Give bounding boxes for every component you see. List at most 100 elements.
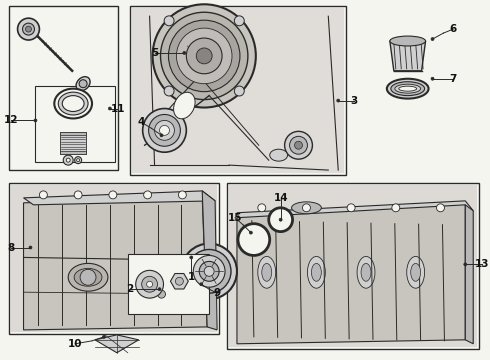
Circle shape <box>431 77 434 80</box>
Ellipse shape <box>395 84 420 93</box>
Circle shape <box>302 204 311 212</box>
Bar <box>128 255 209 314</box>
Circle shape <box>143 108 186 152</box>
Circle shape <box>29 246 32 249</box>
Circle shape <box>186 38 222 74</box>
Circle shape <box>337 99 340 102</box>
Ellipse shape <box>54 89 92 118</box>
Ellipse shape <box>387 79 429 99</box>
Ellipse shape <box>258 256 276 288</box>
Ellipse shape <box>395 83 420 92</box>
Circle shape <box>269 208 293 231</box>
Polygon shape <box>24 191 215 205</box>
Circle shape <box>294 141 302 149</box>
Polygon shape <box>155 286 169 302</box>
Circle shape <box>18 18 39 40</box>
Circle shape <box>102 336 105 338</box>
Circle shape <box>108 107 111 110</box>
Bar <box>60 151 86 154</box>
Circle shape <box>204 266 214 276</box>
Bar <box>227 183 479 349</box>
Ellipse shape <box>390 36 426 46</box>
Circle shape <box>154 121 174 140</box>
Ellipse shape <box>391 82 425 96</box>
Bar <box>130 6 346 175</box>
Circle shape <box>431 37 434 41</box>
Circle shape <box>238 224 270 256</box>
Ellipse shape <box>74 268 102 286</box>
Text: 8: 8 <box>7 243 14 252</box>
Circle shape <box>39 191 48 199</box>
Circle shape <box>437 204 444 212</box>
Circle shape <box>200 283 203 286</box>
Circle shape <box>158 290 166 298</box>
Circle shape <box>74 191 82 199</box>
Circle shape <box>164 86 174 96</box>
Ellipse shape <box>76 77 90 91</box>
Circle shape <box>191 50 197 56</box>
Bar <box>60 132 86 135</box>
Polygon shape <box>171 274 188 289</box>
Circle shape <box>190 256 193 259</box>
Circle shape <box>175 277 183 285</box>
Ellipse shape <box>173 92 195 119</box>
Text: 12: 12 <box>3 116 18 125</box>
Text: 14: 14 <box>273 193 288 203</box>
Bar <box>125 255 209 314</box>
Text: 7: 7 <box>450 74 457 84</box>
Circle shape <box>63 155 73 165</box>
Bar <box>60 132 86 154</box>
Ellipse shape <box>312 264 321 281</box>
Circle shape <box>76 159 79 162</box>
Text: 1: 1 <box>188 272 195 282</box>
Circle shape <box>285 131 313 159</box>
Circle shape <box>187 46 201 60</box>
Circle shape <box>249 231 252 234</box>
Text: 11: 11 <box>111 104 125 113</box>
Circle shape <box>23 23 34 35</box>
Polygon shape <box>95 335 139 353</box>
Text: 3: 3 <box>350 96 358 105</box>
Circle shape <box>193 256 225 287</box>
Bar <box>11 185 217 332</box>
Polygon shape <box>24 198 207 330</box>
Bar <box>229 185 477 347</box>
Circle shape <box>136 270 164 298</box>
Circle shape <box>196 48 212 64</box>
Text: 13: 13 <box>475 260 490 269</box>
Ellipse shape <box>357 256 375 288</box>
Circle shape <box>347 204 355 212</box>
Circle shape <box>183 42 205 64</box>
Text: 15: 15 <box>228 213 242 223</box>
Circle shape <box>160 134 163 137</box>
Ellipse shape <box>391 81 425 95</box>
Circle shape <box>183 51 186 54</box>
Polygon shape <box>237 205 466 344</box>
Circle shape <box>25 26 31 32</box>
Circle shape <box>164 16 174 26</box>
Circle shape <box>144 191 151 199</box>
Circle shape <box>392 204 400 212</box>
Bar <box>132 8 344 173</box>
Circle shape <box>464 263 467 266</box>
Circle shape <box>234 86 245 96</box>
Circle shape <box>234 16 245 26</box>
Ellipse shape <box>361 264 371 281</box>
Ellipse shape <box>262 264 272 281</box>
Circle shape <box>66 158 70 162</box>
Circle shape <box>176 28 232 84</box>
Circle shape <box>160 125 170 135</box>
Ellipse shape <box>399 86 416 91</box>
Circle shape <box>158 288 161 291</box>
Circle shape <box>199 261 219 281</box>
Circle shape <box>79 80 87 88</box>
Circle shape <box>178 191 186 199</box>
Circle shape <box>147 281 152 287</box>
Circle shape <box>279 218 282 221</box>
Circle shape <box>181 243 237 299</box>
Ellipse shape <box>292 202 321 214</box>
Circle shape <box>148 114 180 146</box>
Circle shape <box>142 276 158 292</box>
Text: 4: 4 <box>138 117 146 127</box>
Circle shape <box>80 269 96 285</box>
